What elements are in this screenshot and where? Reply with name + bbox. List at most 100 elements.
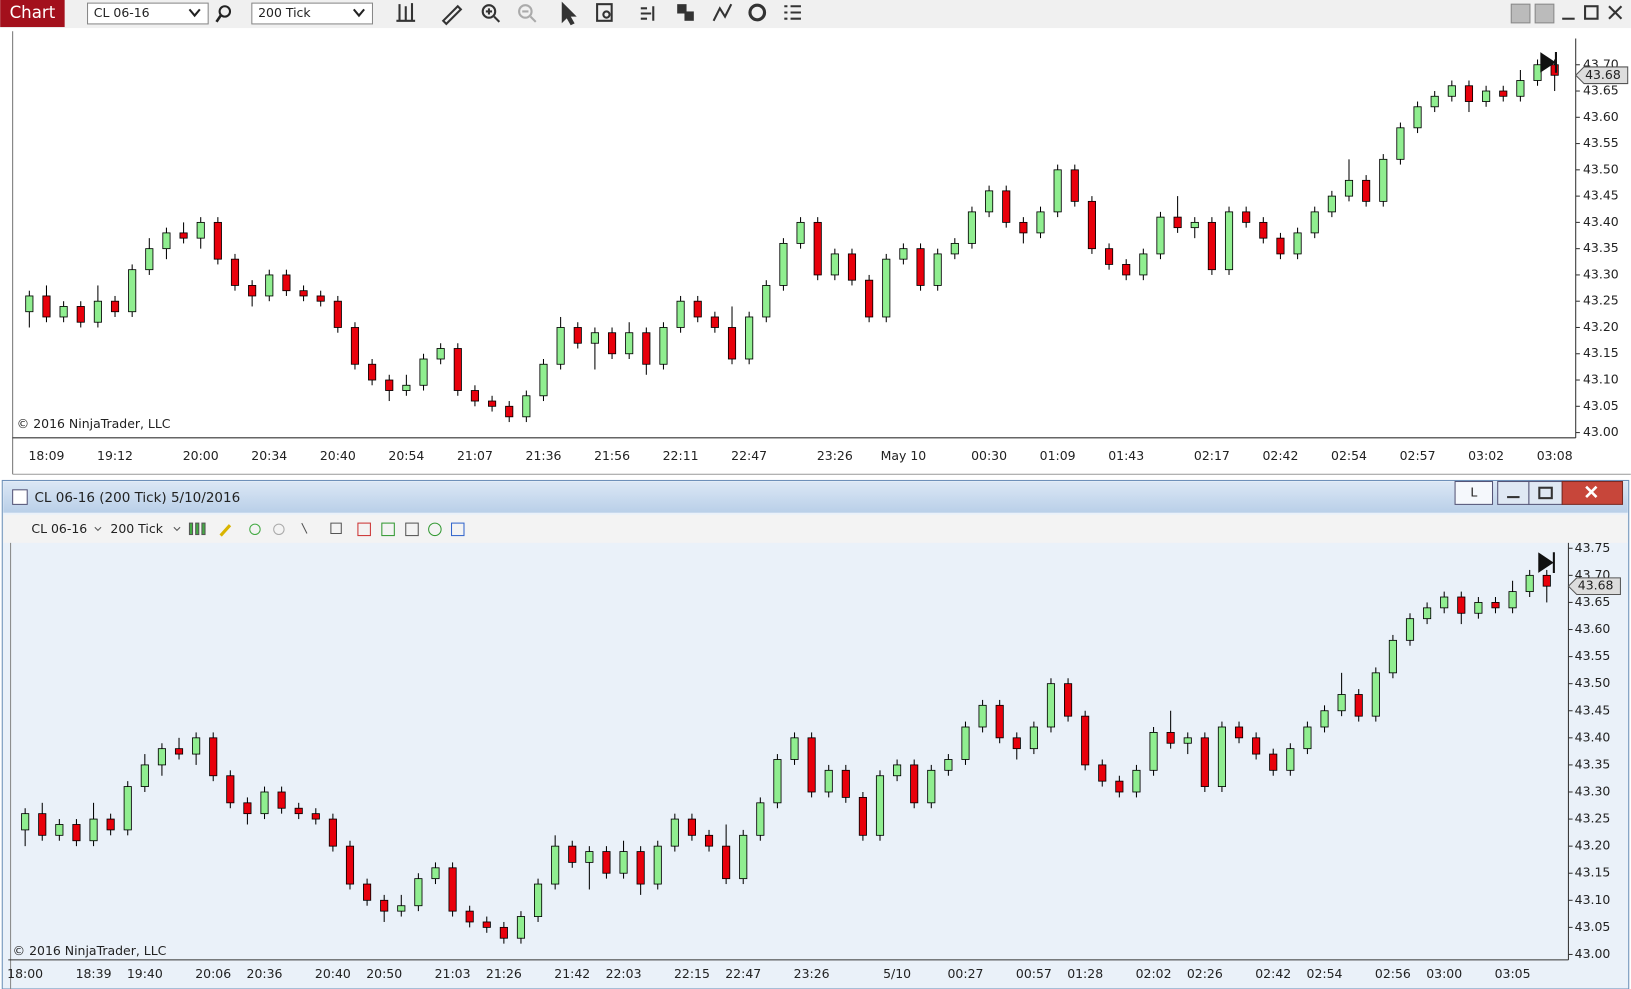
x-tick-label: 02:42: [1262, 448, 1298, 463]
y-tick-label: 43.20: [1583, 319, 1619, 334]
candle-body: [123, 786, 132, 831]
candle-body: [316, 295, 325, 302]
candle-body: [243, 802, 252, 815]
x-tick-label: 00:27: [948, 966, 984, 981]
instrument-label: CL 06-16: [94, 5, 150, 20]
candle-body: [602, 851, 611, 874]
dropdown-arrow: [188, 8, 201, 18]
candle-body: [1440, 596, 1449, 609]
candle-body: [277, 791, 286, 809]
candle-body: [967, 211, 977, 244]
candle-body: [1388, 639, 1397, 674]
y-tick-label: 43.40: [1575, 729, 1611, 744]
candle-body: [1098, 764, 1107, 782]
candle-body: [1019, 221, 1028, 234]
x-tick-label: 18:00: [7, 966, 43, 981]
window-title-bar: [3, 481, 1628, 513]
x-tick-label: 21:03: [435, 966, 471, 981]
candle-body: [333, 300, 342, 328]
y-tick-label: 43.10: [1575, 892, 1611, 907]
x-tick-label: May 10: [881, 448, 927, 463]
x-tick-label: 20:50: [366, 966, 402, 981]
x-tick-label: 20:40: [320, 448, 356, 463]
candle-body: [174, 748, 184, 755]
candle-body: [739, 834, 748, 880]
link-button[interactable]: [1454, 480, 1494, 505]
window-toolbar-icons[interactable]: [94, 522, 465, 537]
candle-body: [1242, 211, 1251, 223]
candle-body: [59, 306, 68, 318]
chart-button[interactable]: [0, 0, 65, 28]
candle-body: [1516, 80, 1525, 97]
candle-body: [1379, 158, 1388, 202]
candle-body: [282, 274, 291, 292]
candle-body: [1303, 726, 1312, 750]
candle-body: [1423, 607, 1432, 620]
y-tick-label: 43.15: [1583, 345, 1619, 360]
candle-body: [260, 791, 269, 815]
candle-body: [145, 248, 154, 271]
candle-body: [642, 332, 651, 365]
search-icon[interactable]: [218, 5, 232, 18]
x-tick-label: 20:34: [251, 448, 287, 463]
candle-body: [465, 910, 474, 923]
y-tick-label: 43.20: [1575, 838, 1611, 853]
scroll-end-icon: [1540, 51, 1557, 73]
toolbar-interval[interactable]: 200 Tick: [110, 521, 163, 536]
candle-body: [1132, 769, 1141, 793]
y-tick-label: 43.00: [1575, 946, 1611, 961]
x-tick-label: 02:57: [1400, 448, 1436, 463]
candle-body: [1533, 64, 1542, 81]
candle-body: [910, 764, 919, 804]
x-tick-label: 03:08: [1537, 448, 1573, 463]
toolbar-instrument[interactable]: CL 06-16: [31, 521, 87, 536]
candle-body: [106, 818, 115, 831]
candle-body: [209, 737, 218, 777]
candle-body: [1447, 85, 1456, 97]
candle-body: [961, 726, 970, 760]
window-title: CL 06-16 (200 Tick) 5/10/2016: [34, 490, 240, 506]
candle-body: [1362, 179, 1371, 202]
candle-body: [1070, 169, 1079, 202]
candle-body: [1354, 694, 1363, 717]
x-tick-label: 20:40: [315, 966, 351, 981]
candle-body: [1081, 715, 1090, 766]
candle-body: [710, 316, 719, 328]
candle-body: [499, 926, 508, 939]
candle-body: [933, 253, 942, 286]
y-tick-label: 43.05: [1575, 919, 1611, 934]
chart-button-label: Chart: [10, 3, 56, 22]
y-tick-label: 43.65: [1583, 83, 1619, 98]
candle-body: [568, 845, 577, 863]
candle-body: [1499, 90, 1508, 97]
candle-body: [1064, 683, 1073, 717]
candle-body: [585, 851, 594, 863]
toolbar: [0, 0, 1631, 29]
toolbar-icons[interactable]: [396, 1, 801, 26]
instrument-select[interactable]: [87, 2, 209, 25]
candle-body: [1396, 127, 1405, 160]
window-controls[interactable]: [1510, 3, 1623, 24]
candle-body: [1310, 211, 1319, 234]
candle-body: [1036, 211, 1045, 234]
y-tick-label: 43.60: [1575, 621, 1611, 636]
candle-body: [636, 851, 645, 885]
candle-body: [762, 285, 771, 318]
candle-body: [179, 232, 188, 239]
candle-body: [830, 253, 839, 276]
candle-body: [1286, 748, 1295, 771]
candle-body: [482, 921, 491, 928]
x-tick-label: 21:56: [594, 448, 630, 463]
candle-body: [1224, 211, 1234, 271]
candle-body: [807, 737, 816, 793]
candle-body: [436, 348, 445, 360]
y-tick-label: 43.30: [1583, 266, 1619, 281]
x-tick-label: 02:54: [1331, 448, 1367, 463]
interval-select[interactable]: [251, 2, 373, 25]
candle-body: [38, 813, 47, 836]
candle-body: [693, 300, 702, 318]
candle-body: [1166, 731, 1175, 744]
x-tick-label: 22:11: [663, 448, 699, 463]
window-controls[interactable]: [1497, 480, 1624, 505]
